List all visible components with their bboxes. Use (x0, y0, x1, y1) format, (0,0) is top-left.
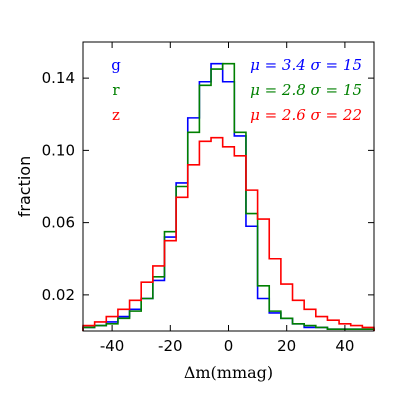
legend-stats-z: μ = 2.6 σ = 22 (250, 106, 362, 124)
x-tick-label: 0 (224, 337, 234, 355)
legend-label-r: r (112, 81, 120, 99)
series-z-histogram (82, 136, 375, 331)
legend-stats-r: μ = 2.8 σ = 15 (250, 81, 362, 99)
y-tick-label: 0.06 (42, 214, 75, 232)
x-tick-label: -20 (158, 337, 183, 355)
tick-layer: -40 -20 0 20 40 0.02 0.06 0.10 0.14 (42, 42, 374, 355)
x-tick-label: -40 (100, 337, 125, 355)
x-tick-label: 40 (335, 337, 354, 355)
y-axis-label: fraction (15, 156, 34, 217)
legend-stats-g: μ = 3.4 σ = 15 (250, 56, 362, 74)
legend: g μ = 3.4 σ = 15 r μ = 2.8 σ = 15 z μ = 2.6 σ… (111, 56, 362, 124)
y-tick-label: 0.02 (42, 286, 75, 304)
legend-label-g: g (111, 56, 121, 74)
y-tick-label: 0.14 (42, 69, 75, 87)
y-tick-label: 0.10 (42, 141, 75, 159)
series-layer (82, 62, 375, 331)
legend-label-z: z (112, 106, 120, 124)
x-axis-label: Δm(mmag) (184, 363, 273, 382)
x-tick-label: 20 (277, 337, 296, 355)
series-r-histogram (82, 62, 375, 331)
series-g-histogram (82, 62, 375, 331)
